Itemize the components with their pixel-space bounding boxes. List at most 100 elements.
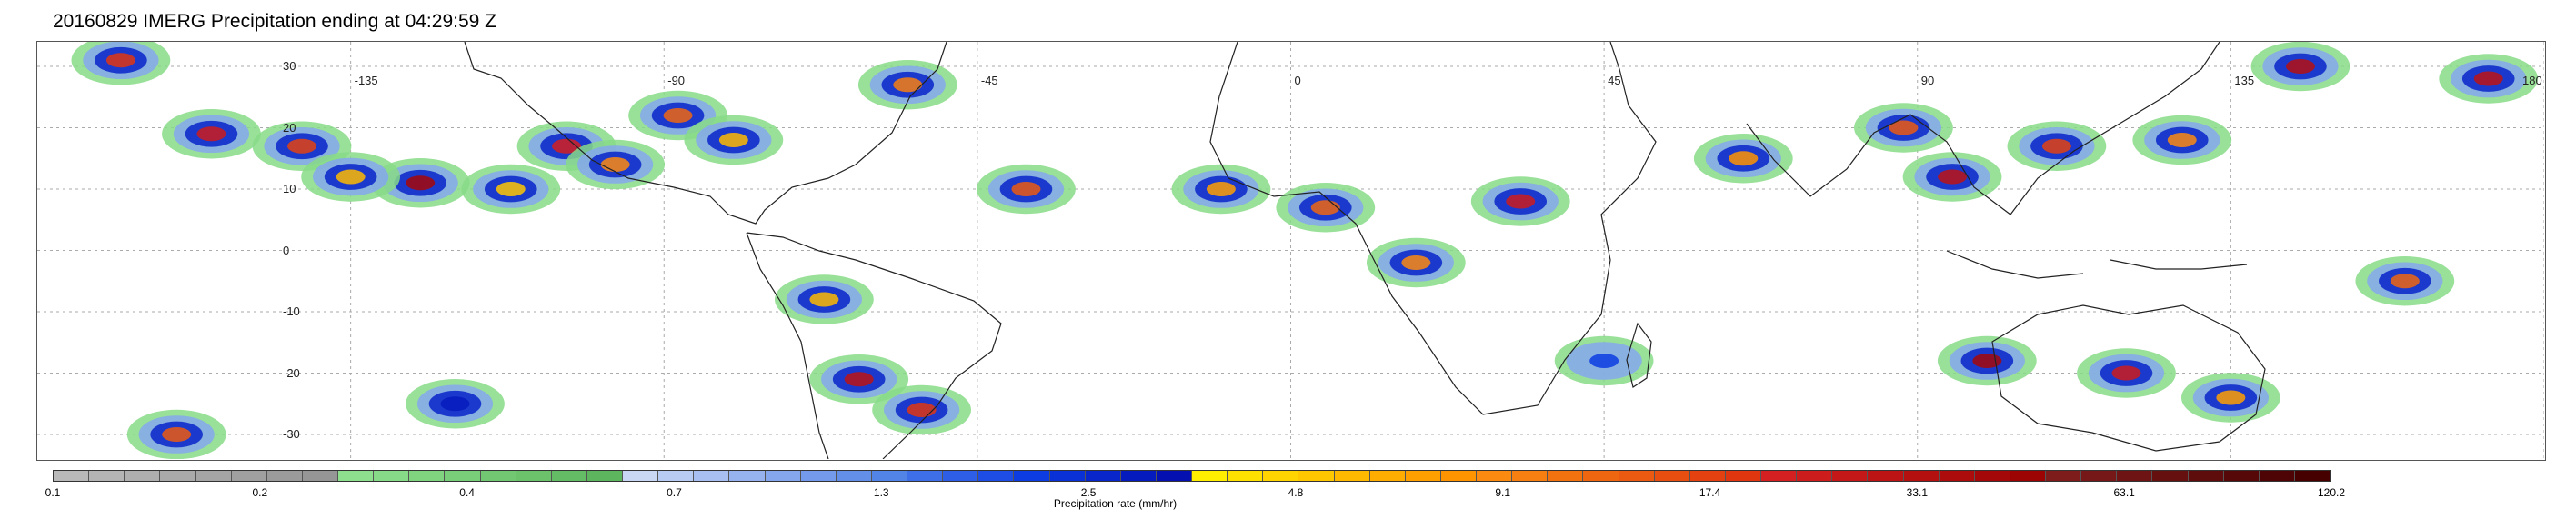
- colorbar-swatch: [54, 471, 90, 481]
- colorbar-swatch: [1903, 471, 1940, 481]
- colorbar-swatch: [1014, 471, 1050, 481]
- colorbar-swatch: [1939, 471, 1975, 481]
- rain-cell: [1276, 183, 1376, 233]
- colorbar-swatch: [943, 471, 979, 481]
- colorbar-swatch: [978, 471, 1015, 481]
- coastline-africa: [1209, 42, 1657, 415]
- coastline-australia: [1991, 304, 2266, 452]
- rain-intensity-ring: [196, 126, 226, 142]
- latitude-label: 20: [283, 120, 296, 135]
- colorbar-label: 0.1: [45, 486, 61, 499]
- rain-cell: [126, 409, 226, 459]
- rain-cell: [301, 152, 401, 202]
- colorbar-swatch: [551, 471, 587, 481]
- colorbar-swatch: [1156, 471, 1192, 481]
- colorbar-swatch: [2294, 471, 2330, 481]
- rain-intensity-ring: [2216, 390, 2246, 405]
- rain-intensity-ring: [105, 53, 135, 68]
- colorbar-swatch: [1761, 471, 1798, 481]
- rain-cell: [684, 115, 784, 165]
- colorbar-label: 120.2: [2317, 486, 2346, 499]
- colorbar-swatch: [1832, 471, 1869, 481]
- colorbar-swatch: [871, 471, 907, 481]
- colorbar-label: 0.7: [667, 486, 682, 499]
- colorbar-swatch: [1049, 471, 1086, 481]
- rain-cell: [1902, 152, 2002, 202]
- colorbar-swatch: [1120, 471, 1157, 481]
- colorbar-swatch: [907, 471, 944, 481]
- longitude-label: 0: [1294, 74, 1301, 87]
- rain-cell: [252, 121, 352, 171]
- rain-intensity-ring: [1589, 354, 1619, 368]
- rain-cell: [1171, 164, 1271, 215]
- colorbar-label: 63.1: [2113, 486, 2135, 499]
- colorbar-swatch: [480, 471, 516, 481]
- colorbar-swatch: [586, 471, 623, 481]
- rain-intensity-ring: [2390, 274, 2420, 289]
- map-frame[interactable]: 30 20 10 0 -10 -20 -30 -135 -90 -45 0 45 90 135 180: [36, 41, 2546, 461]
- coastline-indonesia: [1946, 250, 2248, 279]
- colorbar-swatch: [836, 471, 872, 481]
- rain-cell: [1554, 335, 1654, 386]
- latitude-label: 0: [283, 243, 290, 257]
- rain-intensity-ring: [2111, 365, 2141, 381]
- colorbar-swatch: [338, 471, 375, 481]
- rain-intensity-ring: [162, 427, 192, 442]
- colorbar-swatch: [1440, 471, 1477, 481]
- rain-intensity-ring: [496, 182, 526, 196]
- colorbar-swatch: [409, 471, 446, 481]
- rain-cell: [566, 139, 666, 190]
- rain-intensity-ring: [1729, 151, 1759, 166]
- colorbar-label: 1.3: [873, 486, 889, 499]
- rain-intensity-ring: [718, 133, 748, 147]
- rain-cell: [1693, 134, 1793, 184]
- rain-intensity-ring: [2041, 138, 2071, 154]
- rain-intensity-ring: [663, 108, 693, 123]
- colorbar-swatch: [89, 471, 125, 481]
- longitude-label: -135: [354, 74, 378, 87]
- rain-intensity-ring: [1972, 354, 2002, 368]
- precipitation-map[interactable]: [37, 42, 2544, 459]
- colorbar-swatch: [1974, 471, 2010, 481]
- rain-intensity-ring: [1011, 182, 1041, 196]
- rain-intensity-ring: [844, 372, 874, 387]
- latitude-label: 10: [283, 182, 296, 195]
- rain-intensity-ring: [287, 138, 317, 154]
- colorbar-swatch: [1654, 471, 1690, 481]
- coastline-india: [1746, 114, 1911, 197]
- rain-cell: [2180, 373, 2280, 423]
- longitude-label: 45: [1608, 74, 1621, 87]
- precipitation-cells: [71, 42, 2539, 459]
- rain-cell: [2007, 121, 2107, 171]
- colorbar-swatch: [2010, 471, 2046, 481]
- rain-intensity-ring: [600, 157, 630, 172]
- coastlines: [464, 42, 2266, 459]
- rain-intensity-ring: [336, 169, 366, 185]
- coastline-madagascar: [1626, 322, 1652, 388]
- colorbar-swatch: [374, 471, 410, 481]
- rain-cell: [2077, 348, 2176, 398]
- rain-cell: [461, 164, 561, 215]
- colorbar-swatch: [694, 471, 730, 481]
- colorbar-swatch: [1725, 471, 1761, 481]
- coastline-north-america: [464, 42, 947, 225]
- rain-cell: [857, 60, 957, 110]
- rain-intensity-ring: [1889, 120, 1919, 135]
- latitude-label: 30: [283, 59, 296, 73]
- rain-cell: [2250, 42, 2350, 92]
- colorbar-swatch: [800, 471, 837, 481]
- rain-cell: [71, 42, 171, 85]
- rain-intensity-ring: [907, 403, 937, 417]
- rain-cell: [809, 354, 909, 404]
- colorbar-swatch: [1583, 471, 1619, 481]
- colorbar-swatch: [2259, 471, 2295, 481]
- colorbar-swatch: [2117, 471, 2153, 481]
- colorbar-swatch: [266, 471, 303, 481]
- rain-intensity-ring: [893, 77, 923, 93]
- colorbar-label: 4.8: [1288, 486, 1304, 499]
- colorbar-swatch: [1797, 471, 1833, 481]
- rain-intensity-ring: [1401, 255, 1431, 270]
- colorbar-swatch: [302, 471, 338, 481]
- colorbar-swatch: [1334, 471, 1370, 481]
- colorbar-label: 0.2: [252, 486, 268, 499]
